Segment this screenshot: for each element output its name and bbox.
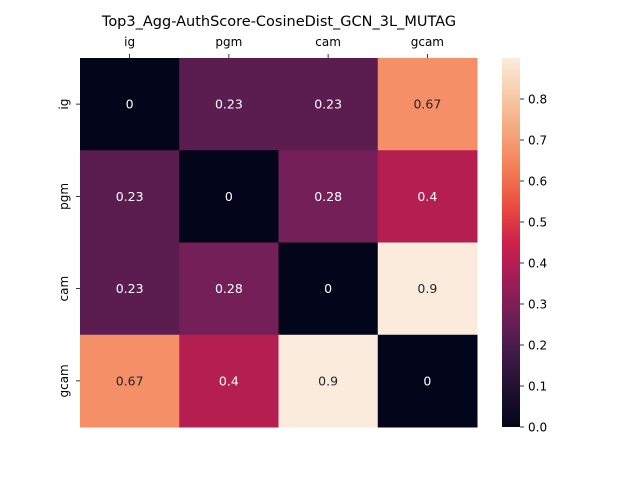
colorbar-tick-label: 0.4 (528, 256, 547, 270)
y-tick-label: pgm (57, 183, 71, 210)
cell-value-label: 0 (225, 189, 233, 204)
x-axis: ig pgm cam gcam (124, 35, 444, 58)
heatmap-cell-ig-ig (80, 58, 180, 151)
colorbar-gradient (502, 58, 520, 427)
cell-value-label: 0.4 (417, 189, 437, 204)
x-tick-label: gcam (411, 35, 444, 49)
cell-value-label: 0.23 (314, 97, 342, 112)
heatmap-cell-pgm-pgm (179, 150, 279, 243)
heatmap-cell-gcam-gcam (377, 334, 478, 428)
heatmap-cell-cam-cam (278, 242, 379, 336)
colorbar-tick-label: 0.3 (528, 297, 547, 311)
x-tick-label: ig (124, 35, 135, 49)
cell-value-label: 0.23 (215, 97, 243, 112)
cell-value-label: 0.23 (116, 189, 144, 204)
cell-value-label: 0.9 (417, 281, 437, 296)
colorbar-tick-label: 0.7 (528, 133, 547, 147)
cell-value-label: 0.23 (116, 281, 144, 296)
colorbar: 0.0 0.1 0.2 0.3 0.4 0.5 0.6 0.7 0.8 (502, 58, 547, 434)
y-axis: ig pgm cam gcam (57, 99, 80, 398)
cell-value-label: 0 (423, 373, 431, 388)
cell-value-label: 0 (126, 97, 134, 112)
cell-value-label: 0.4 (219, 373, 239, 388)
y-tick-label: gcam (57, 364, 71, 397)
heatmap-cell-cam-gcam (377, 242, 478, 336)
colorbar-tick-label: 0.8 (528, 92, 547, 106)
cell-value-label: 0 (324, 281, 332, 296)
heatmap-cell-pgm-gcam (377, 150, 478, 243)
colorbar-tick-label: 0.5 (528, 215, 547, 229)
x-tick-label: cam (315, 35, 341, 49)
heatmap-cells (80, 58, 478, 428)
y-tick-label: ig (57, 99, 71, 110)
heatmap-cell-pgm-ig (80, 150, 180, 243)
heatmap-cell-gcam-pgm (179, 334, 279, 428)
heatmap-cell-pgm-cam (278, 150, 379, 243)
heatmap-cell-gcam-ig (80, 334, 180, 428)
heatmap-cell-cam-pgm (179, 242, 279, 336)
cell-value-label: 0.67 (413, 97, 441, 112)
heatmap-cell-ig-pgm (179, 58, 279, 151)
cell-value-label: 0.9 (318, 373, 338, 388)
y-tick-label: cam (57, 276, 71, 302)
heatmap-cell-gcam-cam (278, 334, 379, 428)
cell-value-labels: 0 0.23 0.23 0.67 0.23 0 0.28 0.4 0.23 0.28 0 0.9 0.6… (116, 97, 442, 389)
colorbar-tick-label: 0.6 (528, 174, 547, 188)
heatmap-cell-ig-gcam (377, 58, 478, 151)
heatmap-cell-ig-cam (278, 58, 379, 151)
x-tick-label: pgm (215, 35, 242, 49)
cell-value-label: 0.28 (215, 281, 243, 296)
chart-title: Top3_Agg-AuthScore-CosineDist_GCN_3L_MUT… (101, 14, 456, 30)
colorbar-tick-label: 0.2 (528, 338, 547, 352)
cell-value-label: 0.67 (116, 373, 144, 388)
colorbar-tick-label: 0.0 (528, 420, 547, 434)
heatmap-cell-cam-ig (80, 242, 180, 336)
colorbar-tick-label: 0.1 (528, 379, 547, 393)
cell-value-label: 0.28 (314, 189, 342, 204)
